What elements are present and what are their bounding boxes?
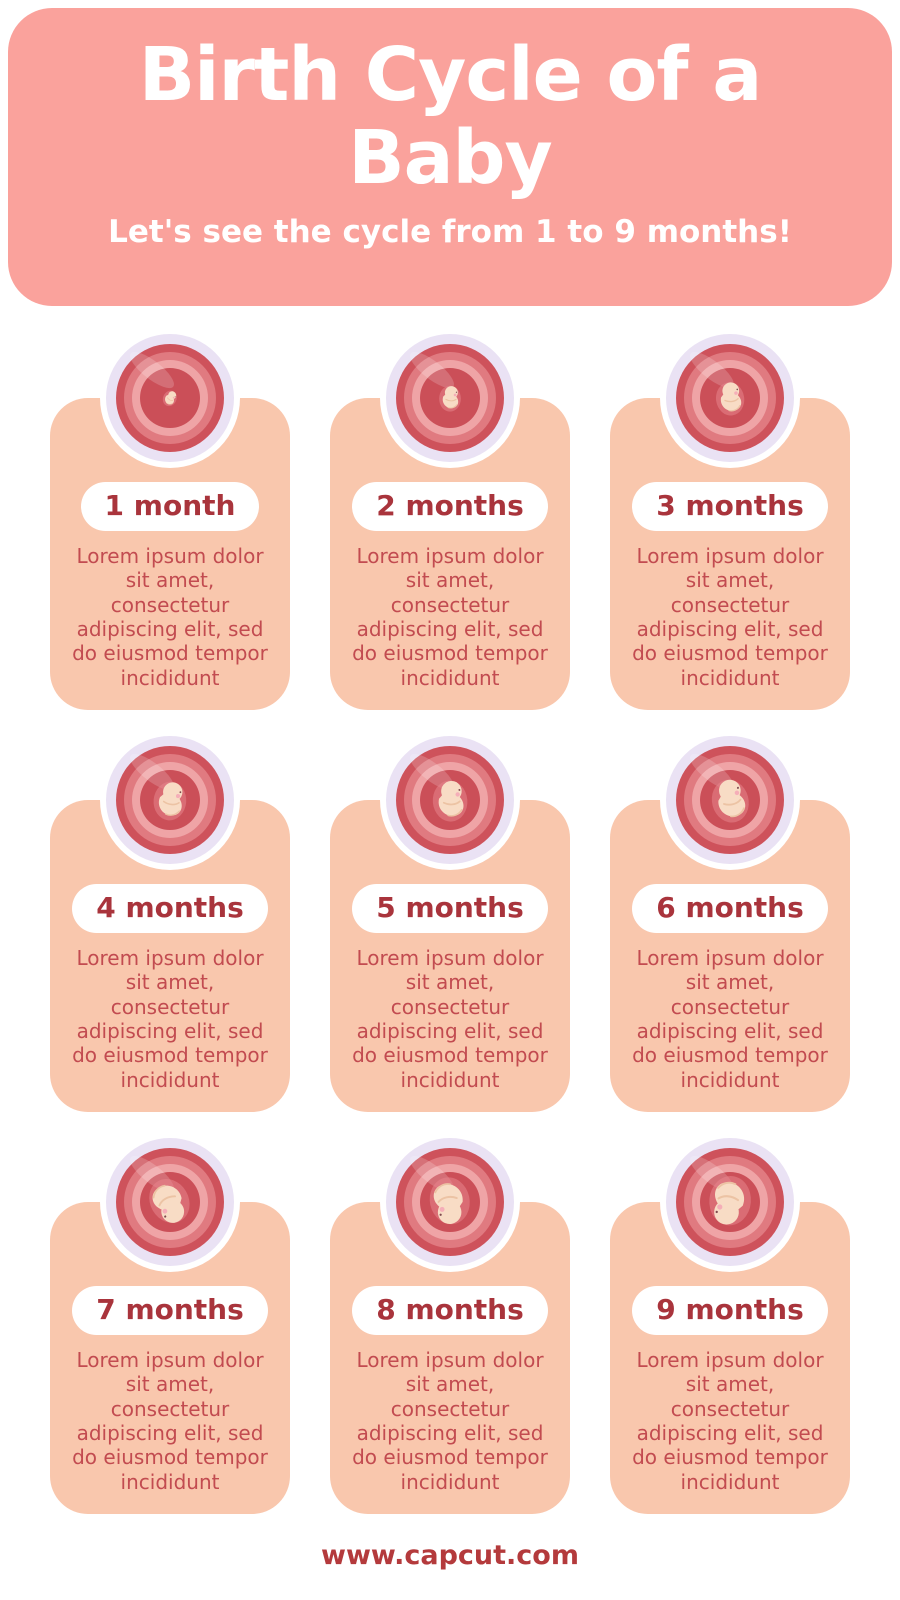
header-banner: Birth Cycle of a Baby Let's see the cycl… (8, 8, 892, 306)
month-card-7: 7 months Lorem ipsum dolor sit amet, con… (50, 1132, 290, 1514)
page-title: Birth Cycle of a Baby (138, 32, 763, 201)
month-label: 7 months (96, 1293, 244, 1326)
month-pill: 6 months (632, 884, 828, 933)
month-card-3: 3 months Lorem ipsum dolor sit amet, con… (610, 328, 850, 710)
fetus-month-2-icon (386, 334, 514, 462)
month-card-2: 2 months Lorem ipsum dolor sit amet, con… (330, 328, 570, 710)
month-pill: 7 months (72, 1286, 268, 1335)
month-description: Lorem ipsum dolor sit amet, consectetur … (352, 543, 548, 690)
month-label: 2 months (376, 489, 524, 522)
month-pill: 5 months (352, 884, 548, 933)
month-description: Lorem ipsum dolor sit amet, consectetur … (352, 945, 548, 1092)
fetus-month-8-icon (386, 1138, 514, 1266)
month-label: 4 months (96, 891, 244, 924)
page-subtitle: Let's see the cycle from 1 to 9 months! (108, 213, 792, 250)
month-pill: 1 month (80, 482, 260, 531)
month-pill: 8 months (352, 1286, 548, 1335)
fetus-month-4-icon (106, 736, 234, 864)
fetus-month-6-icon (666, 736, 794, 864)
month-card-9: 9 months Lorem ipsum dolor sit amet, con… (610, 1132, 850, 1514)
fetus-month-3-icon (666, 334, 794, 462)
month-label: 8 months (376, 1293, 524, 1326)
month-label: 1 month (104, 489, 236, 522)
fetus-month-9-icon (666, 1138, 794, 1266)
month-pill: 3 months (632, 482, 828, 531)
month-label: 9 months (656, 1293, 804, 1326)
month-label: 5 months (376, 891, 524, 924)
month-card-8: 8 months Lorem ipsum dolor sit amet, con… (330, 1132, 570, 1514)
month-pill: 2 months (352, 482, 548, 531)
month-label: 6 months (656, 891, 804, 924)
cards-row-3: 7 months Lorem ipsum dolor sit amet, con… (50, 1132, 850, 1514)
month-pill: 9 months (632, 1286, 828, 1335)
cards-row-1: 1 month Lorem ipsum dolor sit amet, cons… (50, 328, 850, 710)
month-card-4: 4 months Lorem ipsum dolor sit amet, con… (50, 730, 290, 1112)
month-card-body: 2 months Lorem ipsum dolor sit amet, con… (330, 398, 570, 710)
month-card-body: 4 months Lorem ipsum dolor sit amet, con… (50, 800, 290, 1112)
footer-url: www.capcut.com (321, 1540, 579, 1571)
month-description: Lorem ipsum dolor sit amet, consectetur … (632, 1347, 828, 1494)
cards-row-2: 4 months Lorem ipsum dolor sit amet, con… (50, 730, 850, 1112)
month-description: Lorem ipsum dolor sit amet, consectetur … (72, 945, 268, 1092)
month-card-body: 5 months Lorem ipsum dolor sit amet, con… (330, 800, 570, 1112)
month-description: Lorem ipsum dolor sit amet, consectetur … (632, 543, 828, 690)
month-card-6: 6 months Lorem ipsum dolor sit amet, con… (610, 730, 850, 1112)
month-label: 3 months (656, 489, 804, 522)
month-description: Lorem ipsum dolor sit amet, consectetur … (352, 1347, 548, 1494)
month-description: Lorem ipsum dolor sit amet, consectetur … (72, 1347, 268, 1494)
fetus-month-5-icon (386, 736, 514, 864)
fetus-month-1-icon (106, 334, 234, 462)
month-card-5: 5 months Lorem ipsum dolor sit amet, con… (330, 730, 570, 1112)
month-card-1: 1 month Lorem ipsum dolor sit amet, cons… (50, 328, 290, 710)
month-description: Lorem ipsum dolor sit amet, consectetur … (632, 945, 828, 1092)
fetus-month-7-icon (106, 1138, 234, 1266)
month-description: Lorem ipsum dolor sit amet, consectetur … (72, 543, 268, 690)
month-pill: 4 months (72, 884, 268, 933)
